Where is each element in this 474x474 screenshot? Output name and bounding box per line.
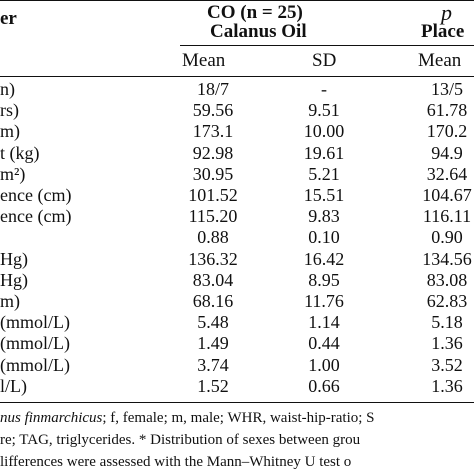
table-bottom-rule [0, 402, 474, 403]
pl-mean-cell: 1.36 [431, 375, 463, 396]
co-mean-cell: 1.52 [197, 375, 229, 396]
co-sd-cell: 19.61 [303, 142, 345, 163]
row-label: rs) [0, 100, 19, 121]
placebo-group-name-fragment: Place [421, 21, 465, 42]
co-mean-cell: 0.88 [197, 227, 229, 248]
footnote-3-text: lifferences were assessed with the Mann–… [0, 454, 352, 470]
co-sd-cell: 9.83 [308, 206, 340, 227]
co-sd-cell: 16.42 [303, 248, 345, 269]
co-sd-cell: 0.10 [308, 227, 340, 248]
pl-mean-cell: 61.78 [426, 100, 468, 121]
row-label: t (kg) [0, 142, 40, 163]
co-sd-cell: 1.00 [308, 354, 340, 375]
co-mean-cell: 68.16 [192, 291, 234, 311]
co-sd-cell: 8.95 [308, 269, 340, 290]
pl-mean-cell: 32.64 [426, 163, 468, 184]
row-label: m) [0, 121, 20, 142]
co-mean-cell: 59.56 [192, 100, 234, 121]
footnote-1-text: ; f, female; m, male; WHR, waist-hip-rat… [102, 410, 375, 426]
co-sd-cell: 11.76 [304, 291, 344, 311]
column-header-rule [0, 76, 474, 77]
pl-mean-cell: 134.56 [422, 248, 472, 269]
co-group-name: Calanus Oil [210, 21, 307, 42]
row-label: Hg) [0, 248, 28, 269]
co-mean-cell: 101.52 [188, 185, 238, 205]
co-mean-cell: 92.98 [192, 142, 234, 163]
row-label: (mmol/L) [0, 333, 70, 354]
co-sd-cell: 5.21 [308, 163, 340, 184]
footnote-line-1: nus finmarchicus; f, female; m, male; WH… [0, 411, 375, 426]
pl-mean-cell: 170.2 [426, 121, 468, 142]
co-group-header: CO (n = 25) [207, 2, 303, 23]
group-header-underline [180, 45, 474, 46]
co-sd-cell: 9.51 [308, 100, 340, 121]
co-mean-cell: 83.04 [192, 269, 234, 290]
row-label: (mmol/L) [0, 354, 70, 375]
co-sd-cell: 0.66 [308, 375, 340, 396]
co-sd-cell: 10.00 [303, 121, 345, 142]
co-mean-column-header: Mean [182, 50, 226, 71]
footnote-line-2: re; TAG, triglycerides. * Distribution o… [0, 433, 360, 448]
footnote-1-italic: nus finmarchicus [0, 410, 103, 426]
co-mean-cell: 1.49 [197, 333, 229, 354]
co-sd-cell: 1.14 [308, 312, 340, 333]
co-sd-cell: - [321, 79, 327, 99]
co-sd-column-header: SD [312, 50, 337, 71]
pl-mean-cell: 116.11 [422, 206, 472, 227]
row-label: ence (cm) [0, 185, 72, 205]
row-label: n) [0, 79, 15, 99]
footnote-2-text: re; TAG, triglycerides. * Distribution o… [0, 432, 361, 448]
pl-mean-cell: 104.67 [422, 185, 472, 205]
pl-mean-cell: 5.18 [431, 312, 463, 333]
co-sd-cell: 0.44 [308, 333, 340, 354]
co-mean-cell: 173.1 [192, 121, 234, 142]
pl-mean-cell: 13/5 [430, 79, 464, 99]
placebo-mean-column-header: Mean [418, 50, 462, 71]
placebo-group-header-fragment: p [441, 0, 452, 25]
pl-mean-cell: 94.9 [431, 142, 463, 163]
pl-mean-cell: 0.90 [431, 227, 463, 248]
co-mean-cell: 136.32 [188, 248, 238, 269]
row-label: ence (cm) [0, 206, 72, 227]
pl-mean-cell: 1.36 [431, 333, 463, 354]
co-mean-cell: 30.95 [192, 163, 234, 184]
row-label: l/L) [0, 375, 27, 396]
pl-mean-cell: 62.83 [426, 291, 468, 311]
co-mean-cell: 115.20 [188, 206, 238, 227]
footnote-line-3: lifferences were assessed with the Mann–… [0, 455, 351, 470]
row-label: m) [0, 291, 20, 311]
co-sd-cell: 15.51 [303, 185, 345, 205]
row-label: Hg) [0, 269, 28, 290]
row-label: m²) [0, 163, 26, 184]
co-mean-cell: 5.48 [197, 312, 229, 333]
parameter-column-header: er [0, 8, 17, 29]
co-mean-cell: 18/7 [196, 79, 230, 99]
co-mean-cell: 3.74 [197, 354, 229, 375]
table-top-rule [0, 0, 474, 1]
row-label: (mmol/L) [0, 312, 70, 333]
pl-mean-cell: 83.08 [426, 269, 468, 290]
pl-mean-cell: 3.52 [431, 354, 463, 375]
